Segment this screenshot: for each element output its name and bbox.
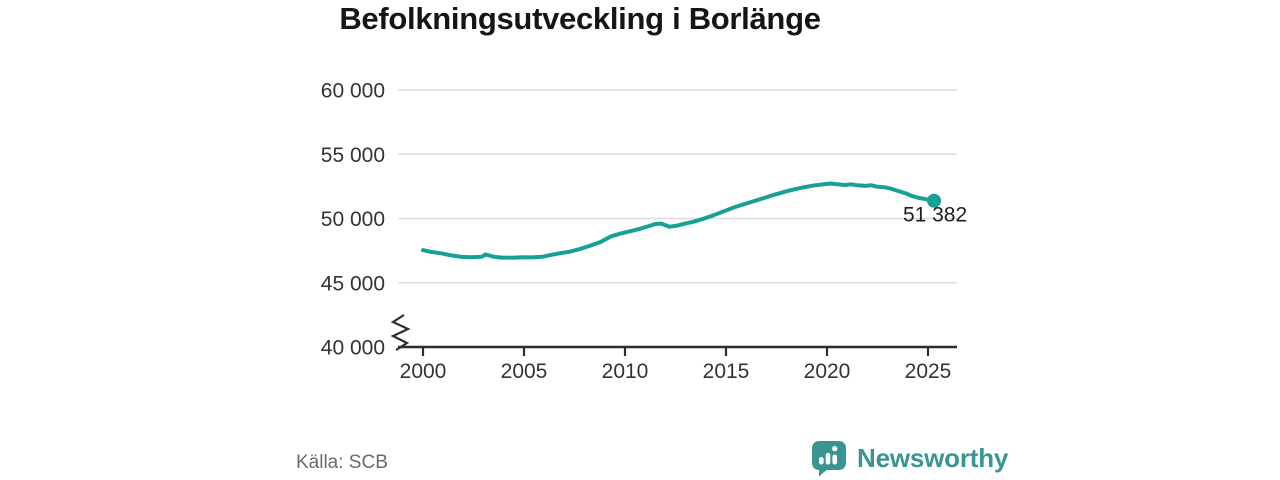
x-tick-label: 2015	[703, 360, 750, 383]
y-tick-label: 40 000	[321, 337, 385, 360]
x-tick-label: 2025	[905, 360, 952, 383]
end-value-label: 51 382	[903, 204, 967, 227]
y-tick-label: 45 000	[321, 272, 385, 295]
newsworthy-logo[interactable]: Newsworthy	[810, 439, 1008, 477]
y-tick-label: 55 000	[321, 144, 385, 167]
chart-title: Befolkningsutveckling i Borlänge	[339, 1, 821, 36]
population-line	[421, 181, 937, 260]
branding-name: Newsworthy	[857, 442, 1009, 473]
x-tick-label: 2010	[602, 360, 649, 383]
source-label: Källa: SCB	[296, 452, 388, 473]
x-tick-label: 2005	[501, 360, 548, 383]
x-tick-label: 2020	[804, 360, 851, 383]
y-tick-label: 60 000	[321, 80, 385, 103]
axis-break-icon	[390, 314, 411, 351]
y-tick-label: 50 000	[321, 208, 385, 231]
end-point-marker	[927, 193, 942, 208]
exclamation-dot-icon	[832, 446, 838, 452]
x-tick-label: 2000	[400, 360, 447, 383]
newsworthy-bars-bubble-icon	[812, 441, 846, 477]
